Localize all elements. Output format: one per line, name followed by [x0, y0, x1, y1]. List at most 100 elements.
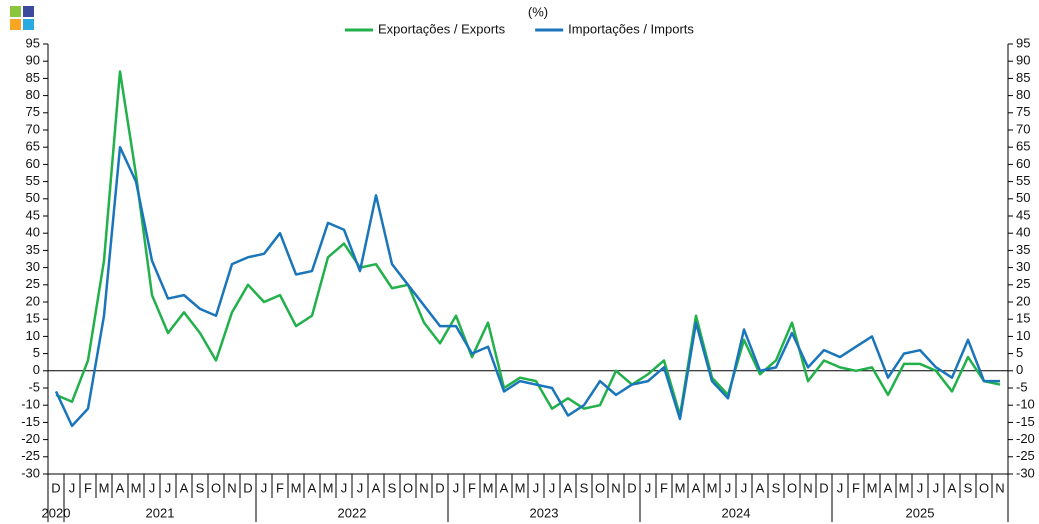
y2-tick-label: 50	[1016, 190, 1030, 205]
x-tick-label: M	[867, 480, 878, 495]
y-tick-label: 15	[26, 311, 40, 326]
x-tick-label: S	[772, 480, 781, 495]
x-tick-label: S	[388, 480, 397, 495]
x-tick-label: N	[611, 480, 620, 495]
y-tick-label: 70	[26, 121, 40, 136]
x-tick-label: A	[116, 480, 125, 495]
x-tick-label: F	[852, 480, 860, 495]
y-tick-label: 80	[26, 87, 40, 102]
x-tick-label: N	[995, 480, 1004, 495]
y-tick-label: -30	[21, 465, 40, 480]
y2-tick-label: -20	[1016, 431, 1035, 446]
x-tick-label: O	[403, 480, 413, 495]
y2-tick-label: 10	[1016, 328, 1030, 343]
x-tick-label: D	[51, 480, 60, 495]
y2-tick-label: 30	[1016, 259, 1030, 274]
x-tick-label: A	[180, 480, 189, 495]
logo-square	[23, 6, 34, 17]
x-tick-label: O	[787, 480, 797, 495]
x-tick-label: A	[500, 480, 509, 495]
x-tick-label: M	[99, 480, 110, 495]
year-label: 2020	[42, 505, 71, 520]
x-tick-label: F	[276, 480, 284, 495]
x-tick-label: A	[372, 480, 381, 495]
y-tick-label: -10	[21, 397, 40, 412]
x-tick-label: J	[917, 480, 924, 495]
y-tick-label: 85	[26, 70, 40, 85]
x-tick-label: S	[196, 480, 205, 495]
year-label: 2022	[338, 505, 367, 520]
x-tick-label: F	[84, 480, 92, 495]
y2-tick-label: 25	[1016, 276, 1030, 291]
x-tick-label: M	[483, 480, 494, 495]
year-label: 2021	[146, 505, 175, 520]
y2-tick-label: 90	[1016, 53, 1030, 68]
y-tick-label: 65	[26, 139, 40, 154]
x-tick-label: D	[243, 480, 252, 495]
y-tick-label: -20	[21, 431, 40, 446]
y2-tick-label: -5	[1016, 379, 1028, 394]
x-tick-label: A	[884, 480, 893, 495]
x-tick-label: N	[803, 480, 812, 495]
x-tick-label: J	[261, 480, 268, 495]
x-tick-label: J	[725, 480, 732, 495]
x-tick-label: M	[323, 480, 334, 495]
x-tick-label: J	[341, 480, 348, 495]
y-tick-label: 75	[26, 104, 40, 119]
y2-tick-label: 35	[1016, 242, 1030, 257]
legend-label: Exportações / Exports	[378, 21, 506, 36]
x-tick-label: J	[837, 480, 844, 495]
y2-tick-label: 60	[1016, 156, 1030, 171]
logo-square	[10, 6, 21, 17]
x-tick-label: J	[453, 480, 460, 495]
y-tick-label: 55	[26, 173, 40, 188]
y-tick-label: 45	[26, 207, 40, 222]
x-tick-label: J	[69, 480, 76, 495]
x-tick-label: A	[756, 480, 765, 495]
x-tick-label: D	[435, 480, 444, 495]
y2-tick-label: 70	[1016, 121, 1030, 136]
y-tick-label: 30	[26, 259, 40, 274]
x-tick-label: S	[964, 480, 973, 495]
x-tick-label: A	[948, 480, 957, 495]
x-tick-label: J	[549, 480, 556, 495]
y2-tick-label: -25	[1016, 448, 1035, 463]
x-tick-label: A	[564, 480, 573, 495]
y-tick-label: 40	[26, 225, 40, 240]
y2-tick-label: 80	[1016, 87, 1030, 102]
y-tick-label: 0	[33, 362, 40, 377]
x-tick-label: J	[645, 480, 652, 495]
x-tick-label: M	[515, 480, 526, 495]
x-tick-label: O	[211, 480, 221, 495]
y-tick-label: 5	[33, 345, 40, 360]
y-tick-label: 25	[26, 276, 40, 291]
x-tick-label: M	[675, 480, 686, 495]
y2-tick-label: 95	[1016, 35, 1030, 50]
x-tick-label: J	[357, 480, 364, 495]
y2-tick-label: 20	[1016, 293, 1030, 308]
y-tick-label: 35	[26, 242, 40, 257]
legend-label: Importações / Imports	[568, 21, 694, 36]
y2-tick-label: -15	[1016, 414, 1035, 429]
x-tick-label: M	[291, 480, 302, 495]
year-label: 2024	[722, 505, 751, 520]
y2-tick-label: 75	[1016, 104, 1030, 119]
y2-tick-label: -30	[1016, 465, 1035, 480]
x-tick-label: A	[692, 480, 701, 495]
y-tick-label: 60	[26, 156, 40, 171]
y2-tick-label: 55	[1016, 173, 1030, 188]
logo-square	[10, 19, 21, 30]
y2-tick-label: 5	[1016, 345, 1023, 360]
y-tick-label: 10	[26, 328, 40, 343]
x-tick-label: N	[227, 480, 236, 495]
subtitle: (%)	[528, 4, 548, 19]
x-tick-label: J	[165, 480, 172, 495]
x-tick-label: S	[580, 480, 589, 495]
x-tick-label: J	[741, 480, 748, 495]
y2-tick-label: 40	[1016, 225, 1030, 240]
x-tick-label: D	[627, 480, 636, 495]
series-line	[54, 145, 1000, 428]
x-tick-label: M	[131, 480, 142, 495]
y-tick-label: 95	[26, 35, 40, 50]
